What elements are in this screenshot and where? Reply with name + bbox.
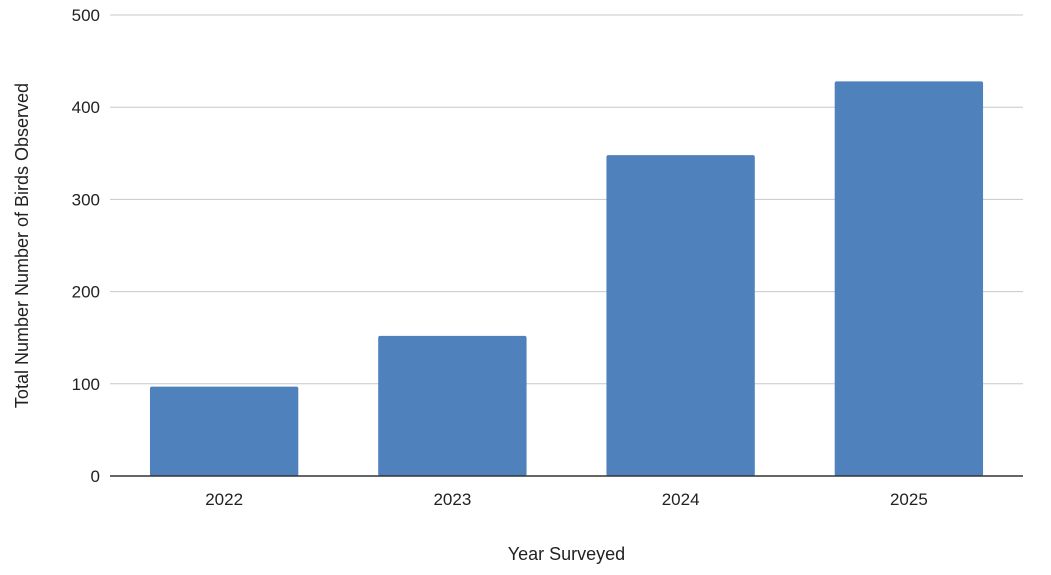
x-tick-label: 2024 — [662, 490, 700, 509]
y-tick-label: 500 — [72, 6, 100, 25]
bar-2023 — [378, 335, 527, 476]
bar-2024 — [606, 155, 755, 477]
y-tick-label: 400 — [72, 98, 100, 117]
bars — [149, 81, 984, 477]
bar-2025 — [834, 81, 984, 476]
y-axis-ticks: 0 100 200 300 400 500 — [72, 6, 100, 486]
x-tick-label: 2022 — [205, 490, 243, 509]
y-tick-label: 100 — [72, 375, 100, 394]
x-axis-ticks: 2022 2023 2024 2025 — [205, 490, 928, 509]
y-axis-title: Total Number Number of Birds Observed — [12, 83, 32, 408]
y-tick-label: 0 — [91, 467, 100, 486]
x-tick-label: 2023 — [433, 490, 471, 509]
y-tick-label: 200 — [72, 283, 100, 302]
x-axis-title: Year Surveyed — [508, 544, 625, 564]
y-tick-label: 300 — [72, 190, 100, 209]
x-tick-label: 2025 — [890, 490, 928, 509]
bar-2022 — [149, 386, 299, 476]
